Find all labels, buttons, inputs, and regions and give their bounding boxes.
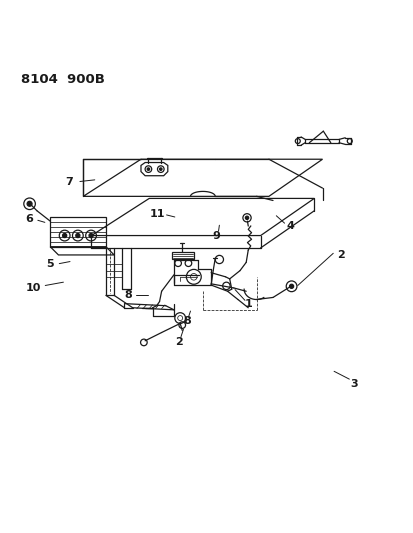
Circle shape	[289, 284, 293, 288]
Text: 7: 7	[65, 176, 72, 187]
Text: 4: 4	[286, 221, 294, 231]
Circle shape	[245, 216, 248, 220]
Circle shape	[27, 201, 32, 206]
Text: 8: 8	[183, 317, 191, 326]
Circle shape	[159, 168, 161, 171]
Circle shape	[76, 233, 80, 238]
Circle shape	[147, 168, 149, 171]
Text: 1: 1	[244, 300, 252, 310]
Text: 9: 9	[212, 231, 220, 240]
Text: 5: 5	[46, 259, 54, 269]
Circle shape	[89, 233, 93, 238]
Text: 3: 3	[350, 379, 357, 389]
Text: 8104  900B: 8104 900B	[21, 74, 105, 86]
Text: 8: 8	[123, 290, 131, 301]
Text: 6: 6	[26, 214, 33, 224]
Circle shape	[62, 233, 66, 238]
Text: 2: 2	[175, 337, 183, 346]
Text: 10: 10	[25, 283, 40, 293]
Text: 2: 2	[337, 251, 344, 260]
Text: 11: 11	[150, 209, 165, 219]
